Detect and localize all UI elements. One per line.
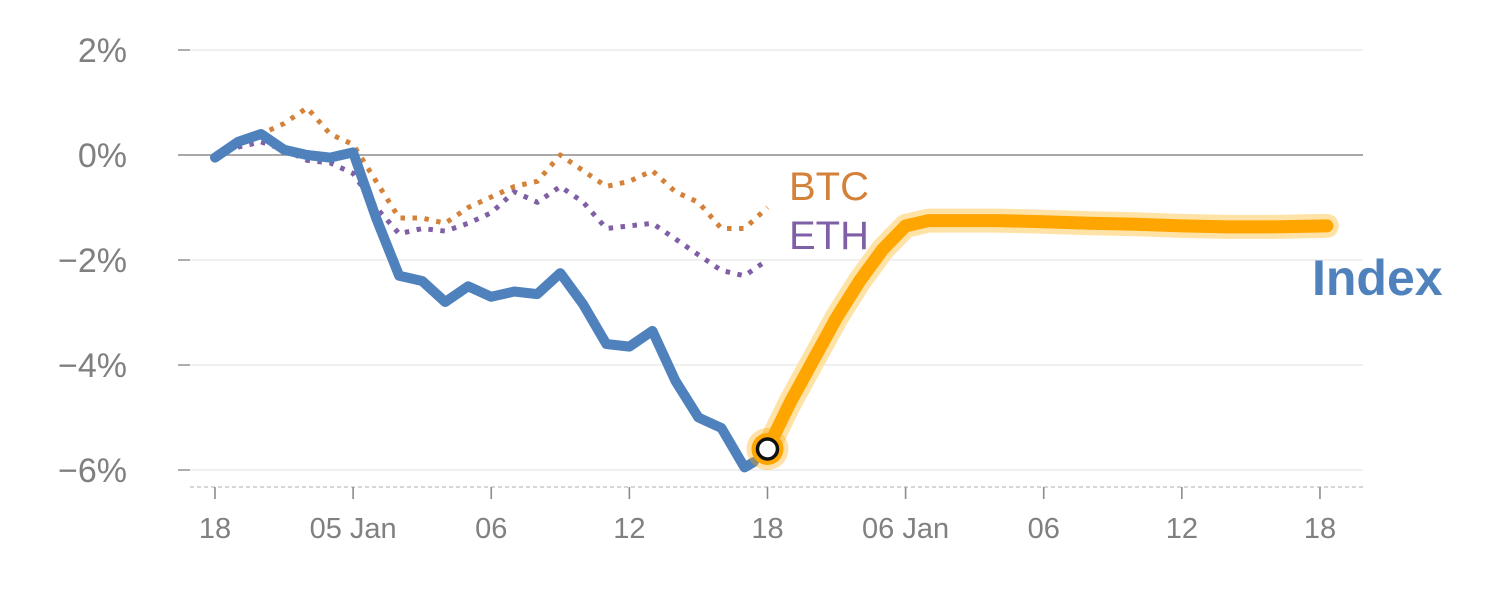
x-tick-label: 18 [199,513,231,545]
grid-layer [178,49,1363,471]
series-label-layer: BTC ETH Index [789,165,1443,306]
forecast-line [761,214,1334,456]
index-series-label: Index [1312,250,1443,306]
y-tick-label: −2% [58,242,127,280]
marker-layer [746,428,789,470]
y-tick-label: −6% [58,452,127,490]
eth-series-label: ETH [789,214,869,258]
x-tick-label: 18 [751,513,783,545]
y-tick-label: 0% [78,137,127,175]
btc-series-label: BTC [789,165,869,209]
axis-layer: 2% 0% −2% −4% −6% 18 05 Jan 06 12 18 06 Jan 06 12 18 [58,32,1366,545]
y-tick-label: −4% [58,347,127,385]
series-layer [210,105,1339,473]
x-tick-label: 12 [1166,513,1198,545]
x-tick-label: 18 [1304,513,1336,545]
x-tick-label: 06 [475,513,507,545]
x-tick-label: 06 [1028,513,1060,545]
x-tick-label: 05 Jan [310,513,397,545]
x-tick-label: 06 Jan [862,513,949,545]
index-line [210,129,759,473]
current-point-marker [755,437,780,461]
x-tick-label: 12 [613,513,645,545]
btc-line [213,105,770,231]
y-tick-label: 2% [78,32,127,70]
eth-line [214,139,769,279]
